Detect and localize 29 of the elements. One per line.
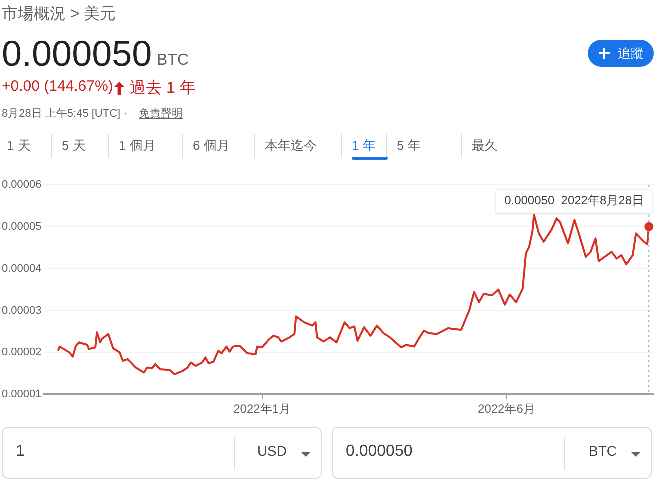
text: 1 個月 bbox=[119, 137, 156, 155]
text: 5 天 bbox=[62, 137, 86, 155]
y-tick-label: 0.00004 bbox=[2, 262, 42, 275]
y-tick-label: 0.00006 bbox=[2, 179, 42, 192]
text: 5 年 bbox=[397, 137, 421, 155]
text: USD bbox=[257, 443, 287, 459]
x-tick-label: 2022年6月 bbox=[478, 402, 536, 416]
text: 1 年 bbox=[352, 137, 376, 155]
text: BTC bbox=[589, 443, 617, 459]
text: 本年迄今 bbox=[265, 137, 317, 155]
text: 8月28日 上午5:45 [UTC] · bbox=[2, 107, 128, 121]
y-tick-label: 0.00002 bbox=[2, 346, 42, 359]
text: 1 天 bbox=[7, 137, 31, 155]
annotation: 0.000050 2022年8月28日 bbox=[504, 194, 644, 208]
y-tick-label: 0.00001 bbox=[2, 388, 42, 401]
text: 0.000050 bbox=[2, 33, 152, 75]
text: BTC bbox=[157, 52, 189, 70]
y-tick-label: 0.00003 bbox=[2, 304, 42, 317]
x-tick-label: 2022年1月 bbox=[234, 402, 291, 416]
text: 免責聲明 bbox=[139, 107, 183, 121]
text: 0.000050 bbox=[346, 443, 413, 461]
text: +0.00 (144.67%) bbox=[2, 78, 114, 95]
y-tick-label: 0.00005 bbox=[2, 220, 42, 233]
text: 6 個月 bbox=[193, 137, 230, 155]
text: 追蹤 bbox=[618, 45, 644, 63]
text: 1 bbox=[16, 443, 25, 461]
text: 過去 1 年 bbox=[130, 78, 196, 99]
text: 最久 bbox=[472, 137, 498, 155]
chart-subtitle: 市場概況 > 美元 bbox=[2, 4, 116, 25]
